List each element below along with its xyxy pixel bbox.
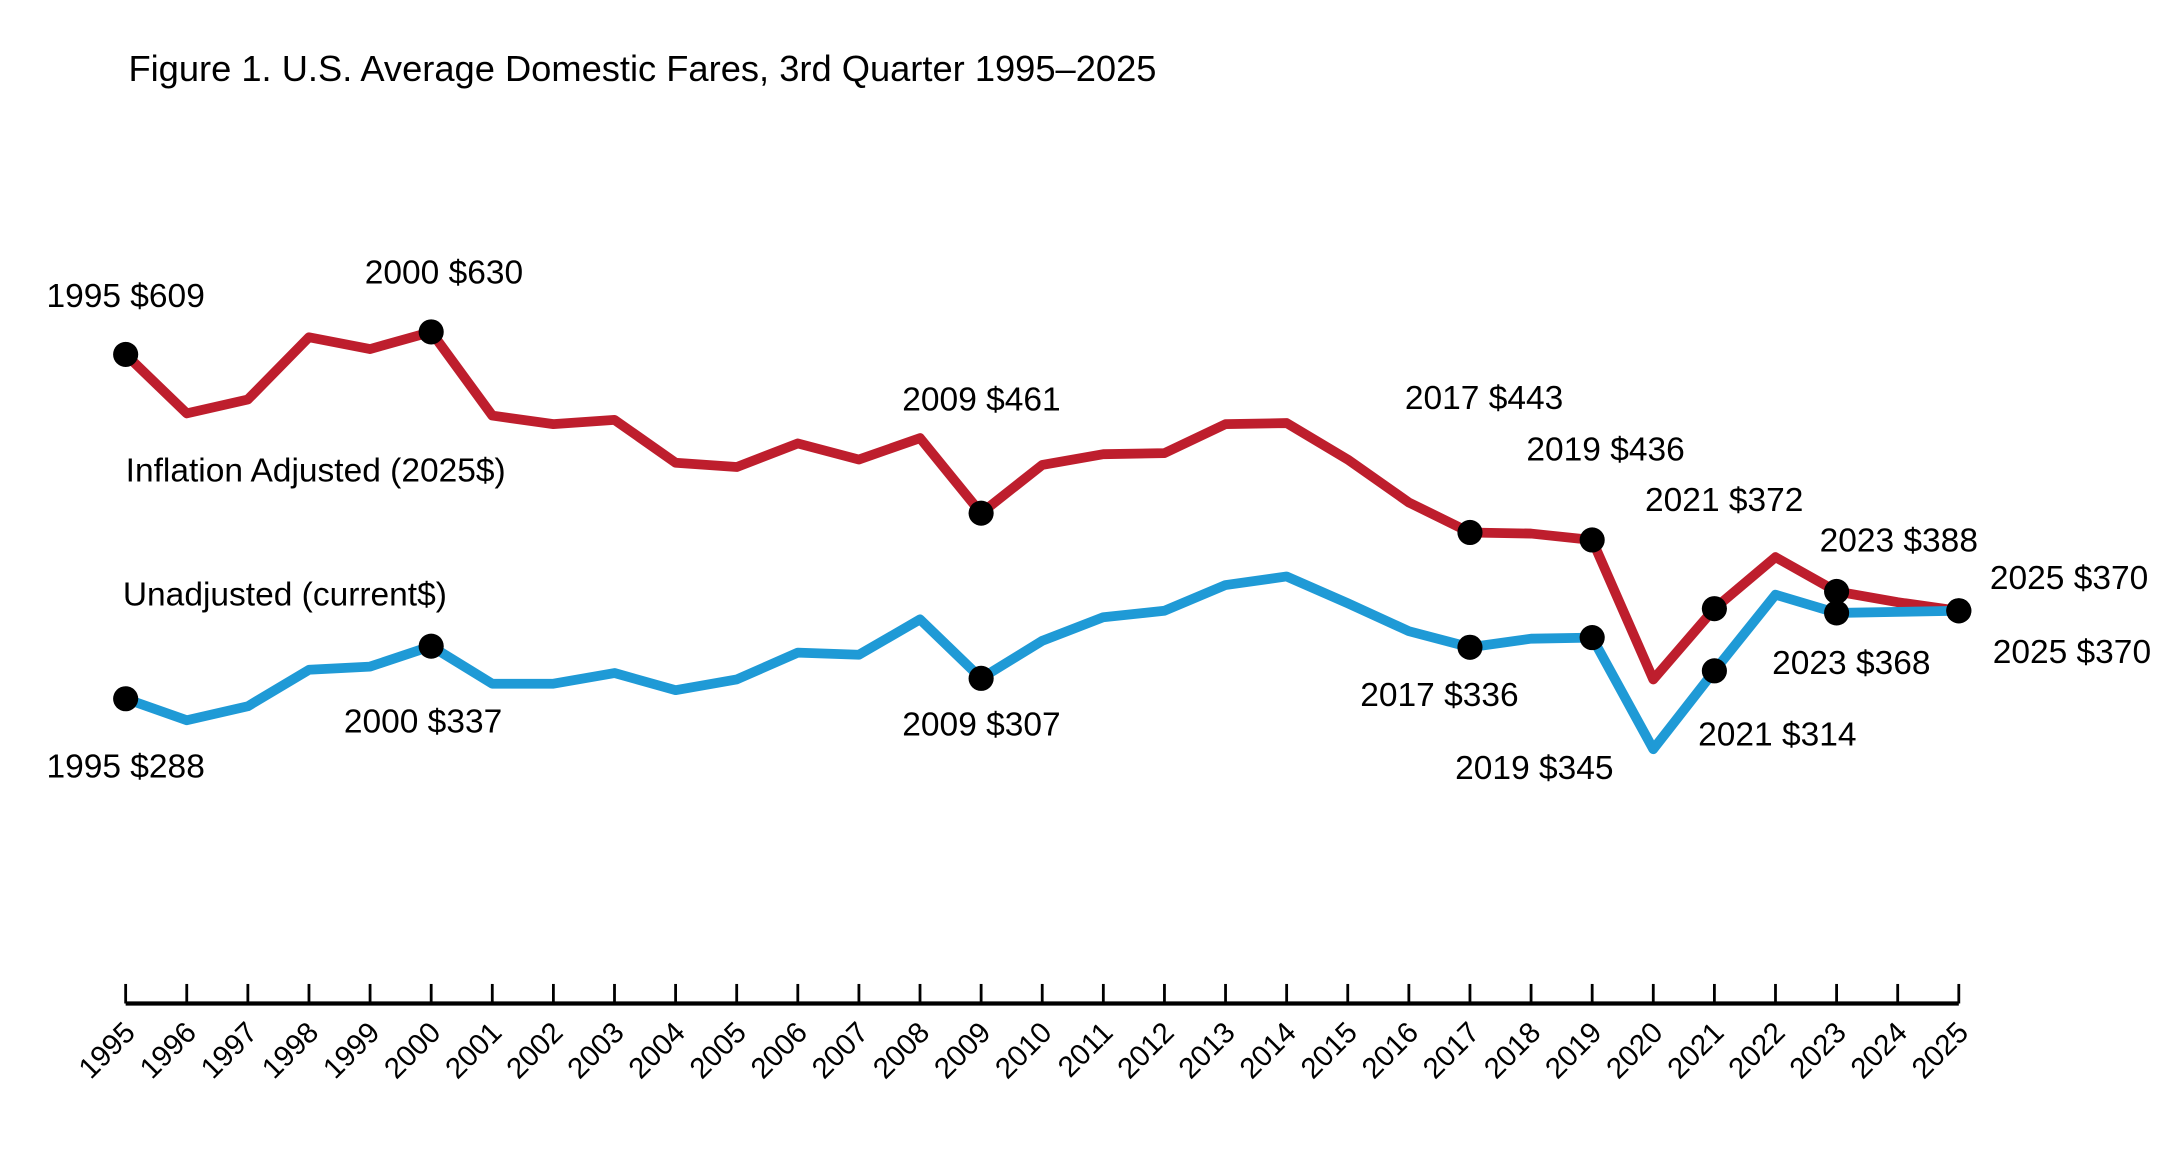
data-label-1-2023: 2023 $368 [1772,645,1930,682]
x-tick-label-2025: 2025 [1905,1016,1974,1085]
data-label-1-2019: 2019 $345 [1455,750,1613,787]
x-tick-label-2003: 2003 [561,1016,630,1085]
x-tick-label-2014: 2014 [1233,1016,1302,1085]
data-label-1-2017: 2017 $336 [1360,677,1518,714]
data-point-0-2000 [418,319,444,345]
x-tick-label-1999: 1999 [317,1016,386,1085]
x-tick-label-2002: 2002 [500,1016,569,1085]
data-label-1-1995: 1995 $288 [46,748,204,785]
data-label-1-2021: 2021 $314 [1698,716,1856,753]
data-point-0-2017 [1457,519,1483,546]
x-tick-label-2008: 2008 [867,1016,936,1085]
data-point-0-2023 [1824,578,1850,605]
x-tick-label-2019: 2019 [1539,1016,1608,1085]
data-label-0-2025: 2025 $370 [1990,560,2148,597]
data-label-1-2025: 2025 $370 [1993,634,2151,671]
data-label-0-2021: 2021 $372 [1645,482,1803,519]
x-tick-label-2006: 2006 [744,1016,813,1085]
x-tick-label-2010: 2010 [989,1016,1058,1085]
data-label-1-2000: 2000 $337 [344,704,502,741]
x-tick-label-2011: 2011 [1052,1016,1120,1084]
data-label-0-2023: 2023 $388 [1820,522,1978,559]
data-point-0-1995 [113,341,139,367]
chart-title: Figure 1. U.S. Average Domestic Fares, 3… [128,48,1156,89]
x-tick-label-2024: 2024 [1844,1016,1913,1085]
data-point-0-2009 [968,500,994,526]
x-tick-label-2001: 2001 [439,1016,508,1085]
data-labels: 1995 $609 2000 $630 2009 $461 2017 $443 2019… [46,254,2151,786]
data-label-0-2017: 2017 $443 [1405,380,1563,417]
annotated-points [113,319,1972,712]
data-label-0-2019: 2019 $436 [1526,432,1684,469]
x-tick-label-2018: 2018 [1478,1016,1547,1085]
data-label-1-2009: 2009 $307 [902,707,1060,744]
data-label-0-2000: 2000 $630 [365,254,523,291]
x-tick-label-2017: 2017 [1417,1016,1486,1085]
data-point-1-2017 [1457,634,1483,660]
data-point-1-2019 [1579,625,1605,651]
data-label-0-2009: 2009 $461 [902,381,1060,418]
data-point-0-2019 [1579,527,1605,553]
x-tick-label-2020: 2020 [1600,1016,1669,1085]
data-point-1-1995 [113,686,139,712]
x-tick-label-2005: 2005 [683,1016,752,1085]
x-tick-label-2015: 2015 [1294,1016,1363,1085]
x-tick-label-2021: 2021 [1661,1016,1730,1085]
x-tick-label-2016: 2016 [1356,1016,1425,1085]
data-point-1-2009 [968,665,994,691]
x-tick-label-2013: 2013 [1172,1016,1241,1085]
x-tick-label-2023: 2023 [1783,1016,1852,1085]
data-point-1-2021 [1701,658,1727,684]
x-tick-label-2022: 2022 [1722,1016,1791,1085]
x-tick-label-2007: 2007 [806,1016,875,1085]
x-tick-label-1998: 1998 [256,1016,325,1085]
data-point-0-2021 [1701,596,1727,622]
x-tick-label-1996: 1996 [133,1016,202,1085]
series-label-unadjusted: Unadjusted (current$) [123,577,447,614]
x-tick-label-2009: 2009 [928,1016,997,1085]
series-label-inflation-adjusted: Inflation Adjusted (2025$) [126,453,506,490]
x-tick-label-2000: 2000 [378,1016,447,1085]
data-point-1-2023 [1824,600,1850,626]
data-point-1-2000 [418,633,444,659]
x-tick-label-1997: 1997 [195,1016,264,1085]
x-axis: 1995199619971998199920002001200220032004… [72,983,1975,1085]
data-point-1-2025 [1946,598,1972,624]
x-tick-label-1995: 1995 [72,1016,141,1085]
x-tick-label-2012: 2012 [1111,1016,1180,1085]
data-label-0-1995: 1995 $609 [46,278,204,315]
x-tick-label-2004: 2004 [622,1016,691,1085]
